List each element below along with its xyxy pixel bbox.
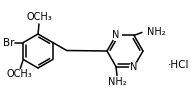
Text: NH₂: NH₂	[108, 77, 126, 87]
Text: Br: Br	[3, 37, 14, 47]
Text: NH₂: NH₂	[147, 27, 166, 37]
Text: OCH₃: OCH₃	[6, 69, 32, 79]
Text: N: N	[130, 62, 138, 72]
Text: OCH₃: OCH₃	[26, 12, 52, 22]
Text: ·HCl: ·HCl	[168, 60, 190, 70]
Text: N: N	[112, 30, 120, 40]
